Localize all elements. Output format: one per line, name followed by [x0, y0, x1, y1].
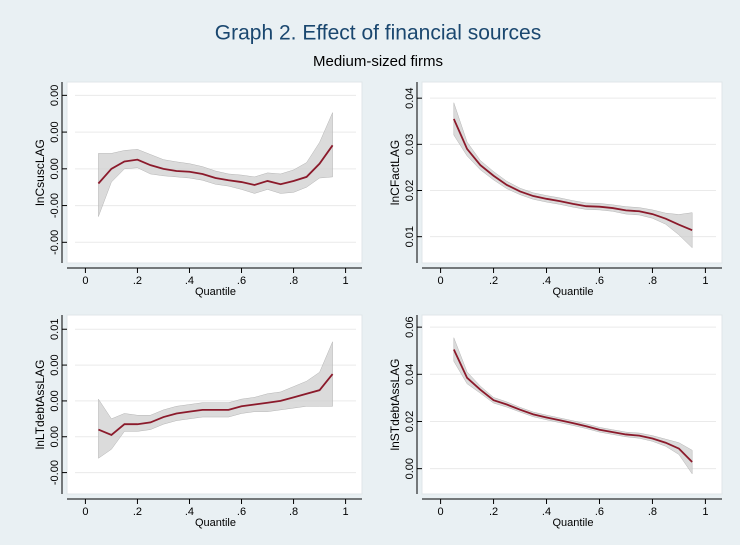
y-tick-label: 0.00	[49, 85, 61, 106]
confidence-band	[98, 112, 333, 217]
x-tick-label: .2	[133, 506, 142, 518]
x-tick-label: 0	[438, 506, 444, 518]
y-tick-label: 0.02	[404, 411, 416, 432]
x-tick-label: .2	[133, 275, 142, 287]
x-tick-label: .6	[237, 275, 246, 287]
chart-title: Graph 2. Effect of financial sources	[215, 22, 541, 45]
x-tick-label: .6	[595, 506, 604, 518]
plot-area	[421, 314, 723, 495]
y-tick-label: 0.00	[404, 458, 416, 479]
y-tick-label: 0.04	[404, 87, 416, 108]
x-axis-title: Quantile	[195, 517, 236, 529]
y-tick-label: 0.01	[404, 226, 416, 247]
y-tick-label: -0.00	[49, 460, 61, 485]
y-tick-label: 0.02	[404, 180, 416, 201]
y-tick-label: -0.00	[49, 193, 61, 218]
y-axis-title: lnSTdebtAssLAG	[388, 358, 402, 450]
y-tick-label: 0.00	[49, 390, 61, 411]
x-tick-label: .2	[489, 275, 498, 287]
y-tick-label: 0.00	[49, 354, 61, 375]
y-axis-title: lnCFactLAG	[388, 140, 402, 205]
x-tick-label: .4	[185, 275, 194, 287]
x-tick-label: .4	[542, 506, 551, 518]
y-tick-label: 0.00	[49, 426, 61, 447]
y-tick-label: 0.00	[49, 158, 61, 179]
estimate-line	[453, 118, 693, 232]
x-tick-label: 1	[343, 275, 349, 287]
x-tick-label: .4	[185, 506, 194, 518]
x-tick-label: .6	[595, 275, 604, 287]
x-axis-title: Quantile	[553, 517, 594, 529]
x-tick-label: 0	[82, 506, 88, 518]
x-tick-label: .8	[289, 275, 298, 287]
y-axis-title: lnCsuscLAG	[33, 139, 47, 206]
plot-area	[421, 81, 723, 264]
y-tick-label: 0.06	[404, 316, 416, 337]
confidence-band	[453, 337, 693, 475]
y-tick-label: 0.03	[404, 134, 416, 155]
x-axis-title: Quantile	[195, 286, 236, 298]
x-tick-label: 1	[702, 275, 708, 287]
y-axis-title: lnLTdebtAssLAG	[33, 360, 47, 450]
y-tick-label: 0.04	[404, 364, 416, 385]
estimate-line	[453, 349, 693, 463]
x-tick-label: 0	[82, 275, 88, 287]
x-tick-label: .8	[289, 506, 298, 518]
x-tick-label: 1	[343, 506, 349, 518]
y-tick-label: 0.01	[49, 319, 61, 340]
x-tick-label: .8	[648, 275, 657, 287]
x-tick-label: .8	[648, 506, 657, 518]
x-tick-label: 1	[702, 506, 708, 518]
x-tick-label: 0	[438, 275, 444, 287]
x-axis-title: Quantile	[553, 286, 594, 298]
estimate-line	[97, 144, 334, 186]
x-tick-label: .2	[489, 506, 498, 518]
estimate-line	[98, 373, 334, 436]
x-tick-label: .6	[237, 506, 246, 518]
x-tick-label: .4	[542, 275, 551, 287]
y-tick-label: -0.00	[49, 230, 61, 255]
chart-subtitle: Medium-sized firms	[313, 53, 443, 70]
y-tick-label: 0.00	[49, 121, 61, 142]
